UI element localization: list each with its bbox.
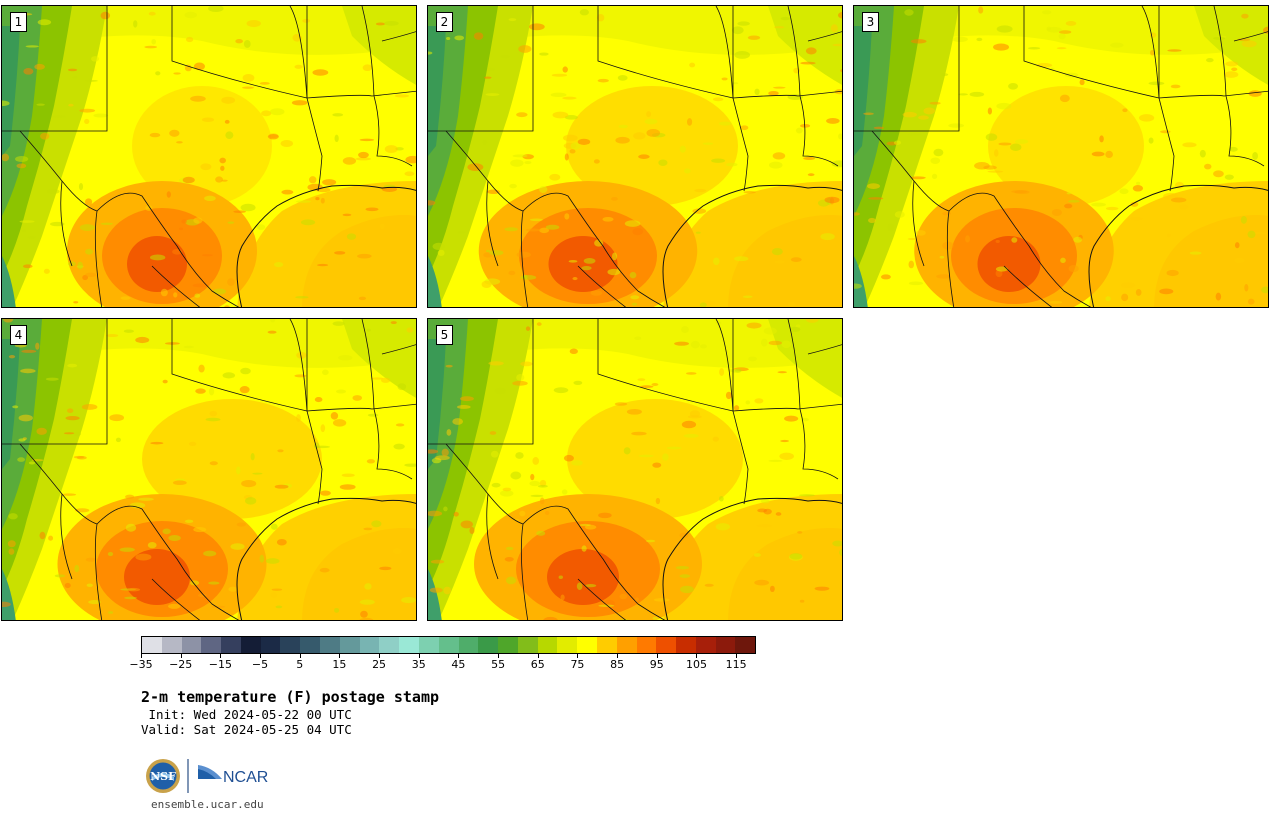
colorbar-swatch — [260, 637, 281, 653]
nsf-logo-icon: NSF — [146, 759, 180, 793]
colorbar-tick: −5 — [240, 654, 280, 671]
colorbar-tick: 85 — [597, 654, 637, 671]
colorbar-swatch — [676, 637, 696, 653]
svg-text:NCAR: NCAR — [223, 769, 268, 786]
colorbar-swatch — [240, 637, 261, 653]
colorbar-tick: 25 — [359, 654, 399, 671]
colorbar-tick: 35 — [399, 654, 439, 671]
colorbar-swatch — [735, 637, 756, 653]
colorbar-swatch — [142, 637, 162, 653]
ensemble-member-map-5: 5 — [427, 318, 843, 621]
colorbar-tick: −35 — [121, 654, 161, 671]
colorbar-swatch — [438, 637, 459, 653]
figure-title: 2-m temperature (F) postage stamp — [141, 688, 440, 706]
ensemble-member-map-1: 1 — [1, 5, 417, 308]
colorbar-swatch — [221, 637, 241, 653]
colorbar-swatch — [300, 637, 321, 653]
colorbar-swatch — [161, 637, 182, 653]
colorbar-tick: −25 — [161, 654, 201, 671]
colorbar-swatch — [399, 637, 419, 653]
colorbar-swatch — [695, 637, 716, 653]
colorbar-swatch — [577, 637, 597, 653]
colorbar-swatch — [418, 637, 439, 653]
colorbar-swatch — [498, 637, 518, 653]
colorbar-tick: 65 — [518, 654, 558, 671]
ensemble-member-map-3: 3 — [853, 5, 1269, 308]
colorbar-swatch — [280, 637, 301, 653]
temperature-colorbar — [141, 636, 756, 654]
temperature-field — [2, 319, 416, 620]
colorbar-tick: 45 — [438, 654, 478, 671]
colorbar-swatch — [458, 637, 479, 653]
colorbar-tick: 95 — [637, 654, 677, 671]
colorbar-tick-labels: −35 −25 −15 −5 5 15 25 35 45 55 65 75 85 95 105 115 — [129, 654, 756, 674]
temperature-field — [2, 6, 416, 307]
svg-text:NSF: NSF — [150, 770, 176, 783]
colorbar-swatch — [596, 637, 617, 653]
colorbar-swatch — [478, 637, 499, 653]
colorbar-tick: 115 — [716, 654, 756, 671]
colorbar-tick: 15 — [319, 654, 359, 671]
temperature-field — [428, 6, 842, 307]
colorbar-swatch — [616, 637, 637, 653]
colorbar-swatch — [636, 637, 657, 653]
colorbar-swatch — [181, 637, 202, 653]
temperature-field — [428, 319, 842, 620]
colorbar-tick: 5 — [280, 654, 320, 671]
footer-site-link[interactable]: ensemble.ucar.edu — [151, 798, 264, 811]
ncar-logo-icon: NCAR — [198, 765, 268, 786]
colorbar-tick: −15 — [200, 654, 240, 671]
member-label: 1 — [10, 12, 27, 32]
nsf-ncar-logo: NSF NCAR — [146, 759, 268, 793]
colorbar-swatch — [201, 637, 222, 653]
colorbar-swatch — [359, 637, 380, 653]
colorbar-tick: 75 — [557, 654, 597, 671]
colorbar-swatch — [320, 637, 340, 653]
colorbar-swatch — [339, 637, 360, 653]
colorbar-swatch — [379, 637, 400, 653]
member-label: 5 — [436, 325, 453, 345]
member-label: 3 — [862, 12, 879, 32]
valid-time: Valid: Sat 2024-05-25 04 UTC — [141, 722, 352, 737]
colorbar-tick: 105 — [676, 654, 716, 671]
init-time: Init: Wed 2024-05-22 00 UTC — [141, 707, 352, 722]
colorbar-swatch — [557, 637, 578, 653]
colorbar-swatch — [537, 637, 558, 653]
colorbar-swatch — [715, 637, 736, 653]
ensemble-member-map-4: 4 — [1, 318, 417, 621]
colorbar-tick: 55 — [478, 654, 518, 671]
colorbar-swatch — [656, 637, 677, 653]
ensemble-member-map-2: 2 — [427, 5, 843, 308]
member-label: 2 — [436, 12, 453, 32]
temperature-field — [854, 6, 1268, 307]
member-label: 4 — [10, 325, 27, 345]
colorbar-swatch — [517, 637, 538, 653]
